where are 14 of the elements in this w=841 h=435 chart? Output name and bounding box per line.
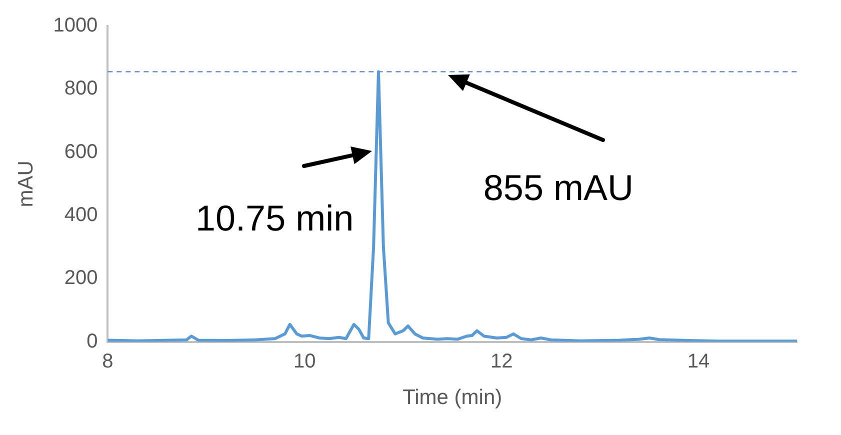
annotation: 855 mAU (483, 166, 634, 208)
y-tick-label: 800 (64, 78, 98, 100)
x-tick-label: 14 (687, 350, 710, 372)
x-tick-label: 12 (490, 350, 513, 372)
y-tick-label: 200 (64, 267, 98, 290)
x-axis-title: Time (min) (402, 386, 502, 410)
y-tick-label: 600 (64, 140, 98, 163)
y-tick-label: 400 (64, 204, 98, 226)
y-axis-title: mAU (14, 160, 38, 208)
x-tick-label: 10 (294, 350, 316, 372)
y-tick-label: 1000 (53, 14, 98, 37)
y-tick-label: 0 (86, 330, 98, 352)
x-tick-label: 8 (102, 350, 114, 372)
annotation: 10.75 min (196, 198, 354, 239)
